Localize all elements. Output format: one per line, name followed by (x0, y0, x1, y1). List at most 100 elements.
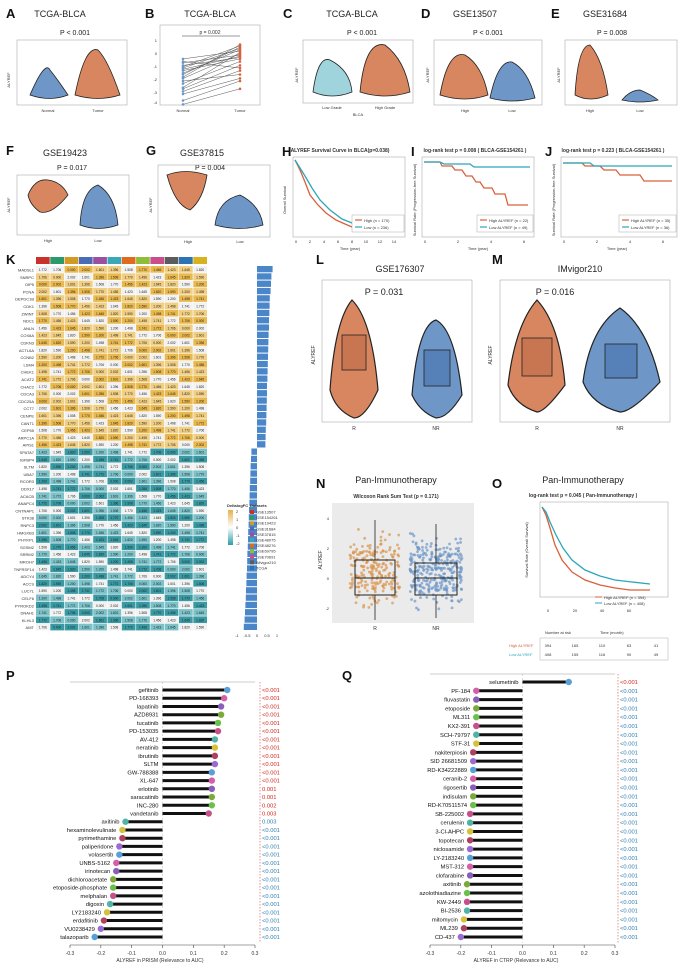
heatmap-cell (64, 514, 79, 521)
heatmap-cell (78, 339, 93, 346)
panel-o-risk-high-0: 394 (545, 643, 552, 648)
panel-g-frame (157, 164, 271, 238)
heatmap-cell (164, 485, 179, 492)
heatmap-cell (179, 455, 193, 463)
panel-c-xtick-2: High Grade (375, 105, 396, 110)
cell-value: 1.590 (182, 399, 190, 403)
cell-value: 1.772 (53, 378, 61, 382)
drug-label: lapatinib (137, 704, 159, 710)
panel-i: I log-rank test p = 0.008 ( BLCA-GSE1542… (411, 144, 535, 251)
cell-value: 1.741 (96, 348, 104, 352)
panel-p-label: P (6, 668, 15, 683)
heatmap-cell (78, 309, 93, 317)
x-tick-label: 0.0 (519, 951, 526, 957)
cell-value: 0.000 (53, 509, 61, 513)
heatmap-cell (107, 404, 122, 412)
nr-point (427, 589, 431, 593)
heatmap-cell (193, 550, 207, 558)
panel-o-risk-low-2: 116 (599, 652, 606, 657)
nr-point (446, 567, 450, 571)
cell-value: 1.396 (110, 502, 118, 506)
cell-value: 1.396 (182, 582, 190, 586)
heatmap-cell (36, 426, 50, 434)
heatmap-cell (121, 587, 136, 594)
cell-value: 1.645 (168, 275, 176, 279)
cell-value: 1.396 (168, 589, 176, 593)
heatmap-cell (50, 623, 64, 631)
heatmap-cell (193, 536, 207, 543)
cell-value: 1.498 (110, 451, 118, 455)
paired-line (182, 50, 241, 60)
heatmap-cell (50, 353, 64, 361)
heatmap-cell (164, 412, 179, 419)
cell-value: 1.820 (67, 451, 75, 455)
gene-label: PHYKPL (18, 538, 35, 543)
cell-value: 1.741 (39, 378, 47, 382)
nr-point (440, 583, 444, 586)
heatmap-cell (150, 324, 165, 332)
drug-label: dichloroacetate (68, 877, 107, 883)
cell-value: 1.396 (182, 348, 190, 352)
cell-value: 1.820 (82, 560, 90, 564)
drug-label: 3-Cl-AHPC (435, 829, 464, 835)
heatmap-cell (36, 550, 50, 558)
pval-label: <0.001 (262, 877, 280, 883)
heatmap-cell (179, 492, 193, 499)
cell-value: 1.498 (67, 472, 75, 476)
dataset-swatch (250, 549, 254, 554)
heatmap-cell (36, 587, 50, 594)
panel-c: C TCGA-BLCA P < 0.001 ALYREF Low Grade H… (283, 6, 414, 117)
heatmap-cell (36, 572, 50, 580)
panel-l-xtick-1: R (352, 426, 356, 432)
heatmap-cell (193, 266, 207, 273)
normal-point (181, 61, 185, 65)
r-point (393, 550, 396, 553)
heatmap-cell (78, 346, 93, 353)
heatmap-cell (64, 448, 79, 456)
cell-value: 1.820 (39, 582, 47, 586)
r-point (348, 582, 352, 585)
gene-label: KLHL3 (22, 618, 35, 623)
r-point (359, 564, 363, 568)
heatmap-cell (78, 565, 93, 572)
heatmap-cell (136, 324, 150, 332)
heatmap-cell (179, 426, 193, 434)
cell-value: 1.423 (110, 531, 118, 535)
heatmap-cell (36, 601, 50, 609)
cell-value: 1.498 (153, 545, 161, 549)
cell-value: 1.770 (168, 604, 176, 608)
nr-point (444, 550, 447, 554)
heatmap-cell (179, 528, 193, 536)
heatmap-cell (107, 623, 122, 631)
heatmap-cell (150, 543, 165, 551)
heatmap-cell (36, 412, 50, 419)
r-point (397, 564, 401, 568)
heatmap-cell (193, 419, 207, 426)
drug-label: BI-2536 (441, 909, 461, 915)
cell-value: 1.770 (67, 305, 75, 309)
cell-value: 1.706 (82, 487, 90, 491)
cell-value: 1.601 (110, 494, 118, 498)
cell-value: 1.601 (82, 626, 90, 630)
cell-value: 1.456 (110, 524, 118, 528)
nr-point (432, 597, 436, 601)
cell-value: 1.396 (139, 487, 147, 491)
r-point (351, 581, 354, 585)
panel-d-title: GSE13507 (453, 9, 497, 19)
pval-label: <0.001 (262, 836, 280, 842)
cell-value: 1.508 (196, 348, 204, 352)
heatmap-cell (164, 295, 179, 302)
cell-value: 2.002 (39, 407, 47, 411)
nr-point (418, 585, 422, 588)
nr-point (431, 568, 435, 572)
cell-value: 0.000 (39, 399, 47, 403)
nr-point (430, 552, 434, 556)
heatmap-cell (136, 579, 150, 587)
cell-value: 1.741 (182, 305, 190, 309)
cell-value: 1.741 (39, 611, 47, 615)
lollipop-dot (466, 819, 474, 826)
bar (246, 587, 257, 594)
r-point (357, 528, 360, 531)
lollipop-dot (119, 826, 126, 834)
